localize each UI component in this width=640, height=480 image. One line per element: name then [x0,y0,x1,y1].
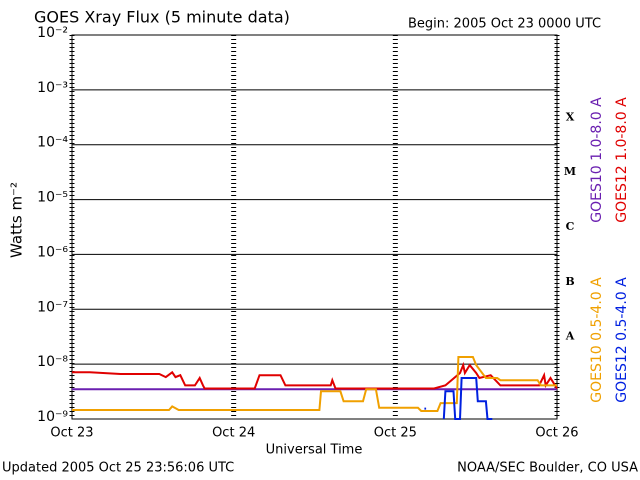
x-tick-label: Oct 24 [212,426,255,441]
y-tick-label: 10⁻⁸ [37,354,68,370]
flare-class: C [566,220,575,233]
x-axis-label: Universal Time [266,443,363,458]
flare-class: B [565,275,574,288]
footer-left: Updated 2005 Oct 25 23:56:06 UTC [2,461,234,476]
plot-frame [71,34,558,420]
y-tick-label: 10⁻⁴ [37,135,68,151]
legend-entry: GOES10 1.0-8.0 A [589,97,605,223]
y-tick-label: 10⁻³ [37,80,68,96]
chart-title: GOES Xray Flux (5 minute data) [34,8,290,27]
legend-entry: GOES12 1.0-8.0 A [614,97,630,223]
x-tick-label: Oct 25 [374,426,417,441]
y-axis-label: Watts m⁻² [8,182,26,258]
x-tick-label: Oct 23 [50,426,93,441]
y-tick-label: 10⁻² [37,25,68,41]
chart-subtitle: Begin: 2005 Oct 23 0000 UTC [408,17,601,32]
x-tick-label: Oct 26 [535,426,578,441]
legend-entry: GOES12 0.5-4.0 A [614,277,630,403]
series-line [72,356,557,412]
flare-class: M [564,165,576,178]
series-line [424,377,493,420]
y-tick-label: 10⁻⁷ [37,299,68,315]
y-tick-label: 10⁻⁶ [37,244,68,260]
flare-class: X [566,110,575,123]
flare-class: A [565,330,575,343]
footer-right: NOAA/SEC Boulder, CO USA [457,461,638,476]
y-tick-label: 10⁻⁵ [37,190,68,206]
y-tick-label: 10⁻⁹ [37,409,68,425]
legend-entry: GOES10 0.5-4.0 A [589,277,605,403]
